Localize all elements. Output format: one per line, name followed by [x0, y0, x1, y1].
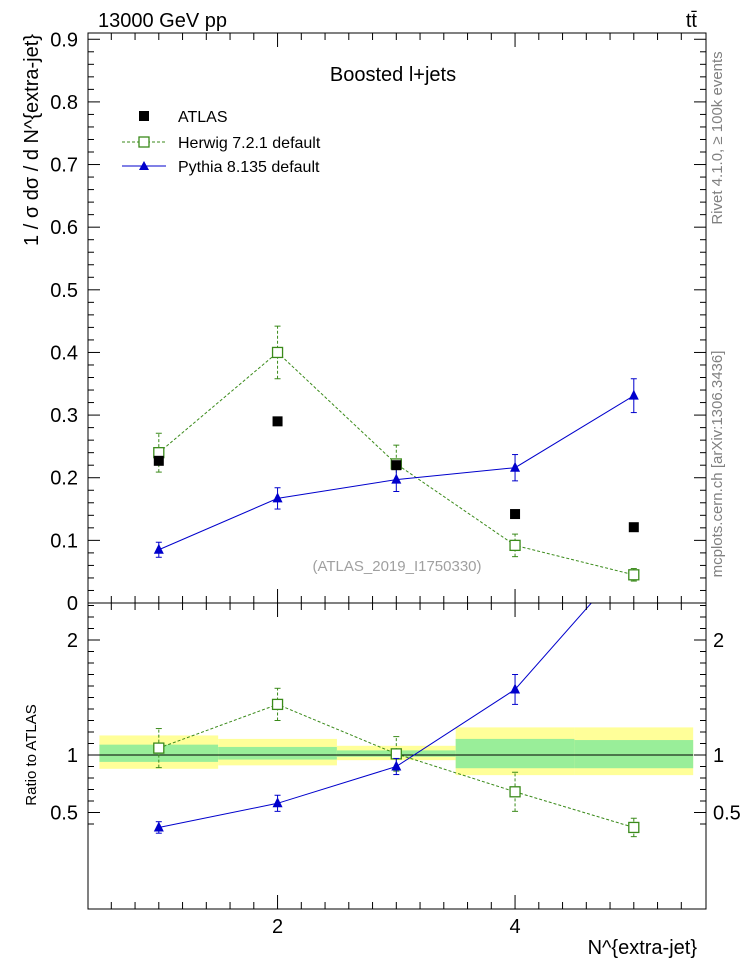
pythia-main-point — [391, 473, 402, 484]
main-y-tick-label: 0.7 — [50, 155, 78, 177]
legend: ATLAS Herwig 7.2.1 default Pythia 8.135 … — [122, 109, 321, 176]
herwig-main-point — [628, 569, 640, 581]
ratio-band-inner — [455, 738, 575, 769]
pythia-ratio-point — [272, 797, 283, 808]
ratio-y-tick-label-right: 1 — [713, 745, 724, 767]
herwig-ratio-point — [153, 742, 165, 754]
ratio-y-tick-label: 1 — [67, 745, 78, 767]
main-y-tick-label: 0.6 — [50, 217, 78, 239]
pythia-ratio-point — [391, 760, 402, 771]
herwig-main-point — [509, 539, 521, 552]
herwig-ratio-point — [390, 748, 402, 760]
main-y-tick-label: 0.2 — [50, 468, 78, 490]
ratio-y-tick-label-right: 2 — [713, 630, 724, 652]
ratio-panel-frame — [87, 602, 707, 910]
pythia-main-point — [628, 389, 639, 400]
x-tick-label: 2 — [272, 916, 283, 938]
atlas-data-point — [628, 522, 639, 533]
main-y-tick-label: 0.4 — [50, 342, 78, 364]
atlas-data-point — [153, 455, 164, 466]
pythia-main-point — [510, 461, 521, 472]
process-label: tt̄ — [686, 10, 698, 32]
ratio-band-inner — [574, 740, 694, 769]
legend-pythia-label: Pythia 8.135 default — [178, 159, 320, 176]
herwig-ratio-point — [271, 698, 284, 711]
pythia-ratio-point — [510, 683, 521, 694]
main-y-axis-label: 1 / σ dσ / d N^{extra-jet} — [21, 34, 43, 246]
herwig-main-point — [271, 346, 284, 359]
main-y-tick-label: 0.9 — [50, 29, 78, 51]
herwig-ratio-point — [509, 786, 521, 798]
main-y-tick-label: 0.5 — [50, 280, 78, 302]
ratio-y-tick-label-right: 0.5 — [713, 803, 741, 825]
x-axis-label: N^{extra-jet} — [588, 937, 698, 959]
legend-atlas-marker — [139, 111, 149, 121]
analysis-id-label: (ATLAS_2019_I1750330) — [312, 558, 481, 575]
legend-herwig-marker — [138, 136, 150, 148]
ratio-y-tick-label: 2 — [67, 630, 78, 652]
atlas-data-point — [510, 509, 521, 520]
legend-herwig-label: Herwig 7.2.1 default — [178, 135, 321, 152]
pythia-main-point — [272, 492, 283, 503]
pythia-ratio-line — [158, 603, 593, 828]
main-y-tick-label: 0 — [67, 593, 78, 615]
ratio-y-axis-label: Ratio to ATLAS — [23, 704, 40, 805]
legend-pythia-marker — [139, 161, 149, 170]
ratio-y-tick-label: 0.5 — [50, 803, 78, 825]
main-y-tick-label: 0.1 — [50, 530, 78, 552]
main-y-tick-label: 0.8 — [50, 92, 78, 114]
pythia-ratio-point — [153, 821, 164, 832]
energy-label: 13000 GeV pp — [98, 10, 227, 32]
mcplots-label: mcplots.cern.ch [arXiv:1306.3436] — [709, 351, 726, 578]
main-y-tick-label: 0.3 — [50, 405, 78, 427]
herwig-ratio-point — [628, 821, 640, 834]
plot-title: Boosted l+jets — [330, 64, 456, 86]
ratio-band-inner — [218, 746, 337, 760]
rivet-version-label: Rivet 4.1.0, ≥ 100k events — [709, 51, 726, 224]
atlas-data-point — [391, 460, 402, 471]
atlas-data-point — [272, 416, 283, 427]
legend-atlas-label: ATLAS — [178, 109, 228, 126]
pythia-ratio-point — [629, 549, 639, 559]
x-tick-label: 4 — [509, 916, 520, 938]
pythia-main-point — [153, 543, 164, 554]
